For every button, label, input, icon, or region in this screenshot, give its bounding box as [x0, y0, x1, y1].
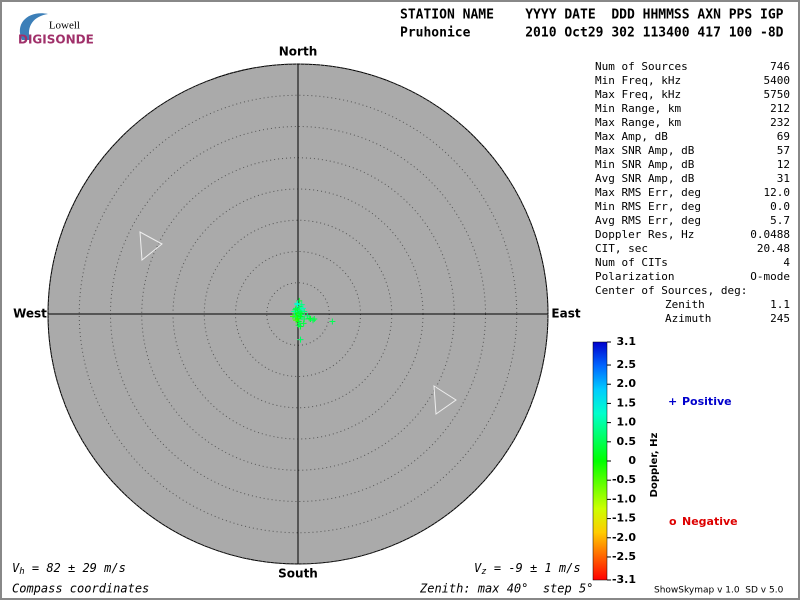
logo-top: Lowell — [49, 20, 80, 32]
stat-label: Max Amp, dB — [595, 130, 668, 143]
source-point — [292, 306, 299, 313]
colorbar — [592, 341, 608, 581]
velocity-z: Vz = -9 ± 1 m/s — [474, 561, 581, 577]
center-label: Azimuth — [665, 312, 711, 325]
source-point — [306, 315, 313, 322]
v-sub: z — [481, 567, 486, 577]
stat-value: 5400 — [764, 74, 791, 87]
stat-value: 212 — [770, 102, 790, 115]
colorbar-tick-label: 0.5 — [617, 435, 637, 448]
footer-left: Compass coordinates — [12, 582, 149, 596]
colorbar-tick-label: -1.5 — [612, 512, 636, 525]
colorbar-label: Doppler, Hz — [649, 433, 660, 498]
source-point — [297, 313, 304, 320]
stat-value: 12.0 — [764, 186, 791, 199]
source-point — [311, 316, 318, 322]
colorbar-tick-label: 3.1 — [617, 335, 637, 348]
center-title: Center of Sources, deg: — [595, 284, 747, 297]
source-point — [300, 320, 307, 327]
stat-label: Max SNR Amp, dB — [595, 144, 695, 157]
stat-label: Min Freq, kHz — [595, 74, 681, 87]
direction-label: West — [13, 307, 47, 321]
stat-value: 12 — [777, 158, 790, 171]
stat-value: O-mode — [750, 270, 790, 283]
stat-value: 5750 — [764, 88, 791, 101]
source-point — [300, 305, 306, 312]
header-names: STATION NAME YYYY DATE DDD HHMMSS AXN PP… — [400, 8, 784, 23]
colorbar-tick-label: -1.0 — [612, 492, 636, 505]
stat-label: Min Range, km — [595, 102, 681, 115]
v-symbol: V — [12, 561, 20, 575]
stat-label: Polarization — [595, 270, 674, 283]
stat-value: 31 — [777, 172, 790, 185]
stat-label: Avg RMS Err, deg — [595, 214, 701, 227]
v-symbol: V — [474, 561, 482, 575]
header-values: Pruhonice 2010 Oct29 302 113400 417 100 … — [400, 26, 784, 41]
v-text: = 82 ± 29 m/s — [25, 561, 126, 575]
center-value: 245 — [770, 312, 790, 325]
velocity-h: Vh = 82 ± 29 m/s — [12, 561, 126, 577]
source-point — [329, 318, 336, 325]
stat-label: Avg SNR Amp, dB — [595, 172, 695, 185]
stat-value: 57 — [777, 144, 790, 157]
stat-value: 0.0488 — [750, 228, 790, 241]
source-point — [294, 316, 301, 322]
stat-label: Min SNR Amp, dB — [595, 158, 695, 171]
legend-text: Positive — [682, 395, 732, 408]
colorbar-tick-label: 1.0 — [617, 416, 637, 429]
direction-label: South — [278, 567, 318, 581]
stat-value: 69 — [777, 130, 790, 143]
stat-label: Max Range, km — [595, 116, 681, 129]
center-label: Zenith — [665, 298, 705, 311]
v-sub: h — [19, 567, 24, 577]
source-point — [301, 308, 308, 315]
legend-marker: o — [669, 515, 677, 528]
direction-label: North — [279, 45, 317, 59]
source-point — [298, 310, 305, 317]
footer-zenith: Zenith: max 40° step 5° — [419, 582, 593, 596]
source-point — [301, 316, 308, 322]
stat-label: Doppler Res, Hz — [595, 228, 694, 241]
stat-label: Min RMS Err, deg — [595, 200, 701, 213]
source-point — [310, 317, 316, 324]
center-value: 1.1 — [770, 298, 790, 311]
stat-value: 5.7 — [770, 214, 790, 227]
source-point — [297, 336, 304, 343]
colorbar-tick-label: -2.0 — [612, 531, 636, 544]
colorbar-tick-label: 0 — [628, 454, 636, 467]
stat-value: 4 — [783, 256, 790, 269]
logo-swoosh — [19, 13, 48, 40]
stat-value: 20.48 — [757, 242, 790, 255]
logo-bottom: DIGISONDE — [18, 33, 94, 47]
triangle-marker — [433, 385, 457, 415]
v-text: = -9 ± 1 m/s — [487, 561, 581, 575]
legend-text: Negative — [682, 515, 738, 528]
colorbar-tick-label: 1.5 — [617, 396, 637, 409]
stat-value: 746 — [770, 60, 790, 73]
stat-label: Max Freq, kHz — [595, 88, 681, 101]
stat-label: CIT, sec — [595, 242, 648, 255]
stat-value: 232 — [770, 116, 790, 129]
colorbar-tick-label: 2.0 — [617, 377, 637, 390]
direction-label: East — [551, 307, 580, 321]
footer-version: ShowSkymap v 1.0 SD v 5.0 — [654, 586, 784, 596]
stat-label: Num of Sources — [595, 60, 688, 73]
colorbar-tick-label: -0.5 — [612, 473, 636, 486]
triangle-marker — [139, 231, 163, 261]
colorbar-tick-label: -2.5 — [612, 550, 636, 563]
legend-marker: + — [668, 395, 677, 408]
source-point — [297, 323, 304, 330]
colorbar-tick-label: 2.5 — [617, 358, 637, 371]
colorbar-tick-label: -3.1 — [612, 573, 636, 586]
stat-label: Max RMS Err, deg — [595, 186, 701, 199]
stat-value: 0.0 — [770, 200, 790, 213]
stat-label: Num of CITs — [595, 256, 668, 269]
source-point — [294, 301, 301, 308]
